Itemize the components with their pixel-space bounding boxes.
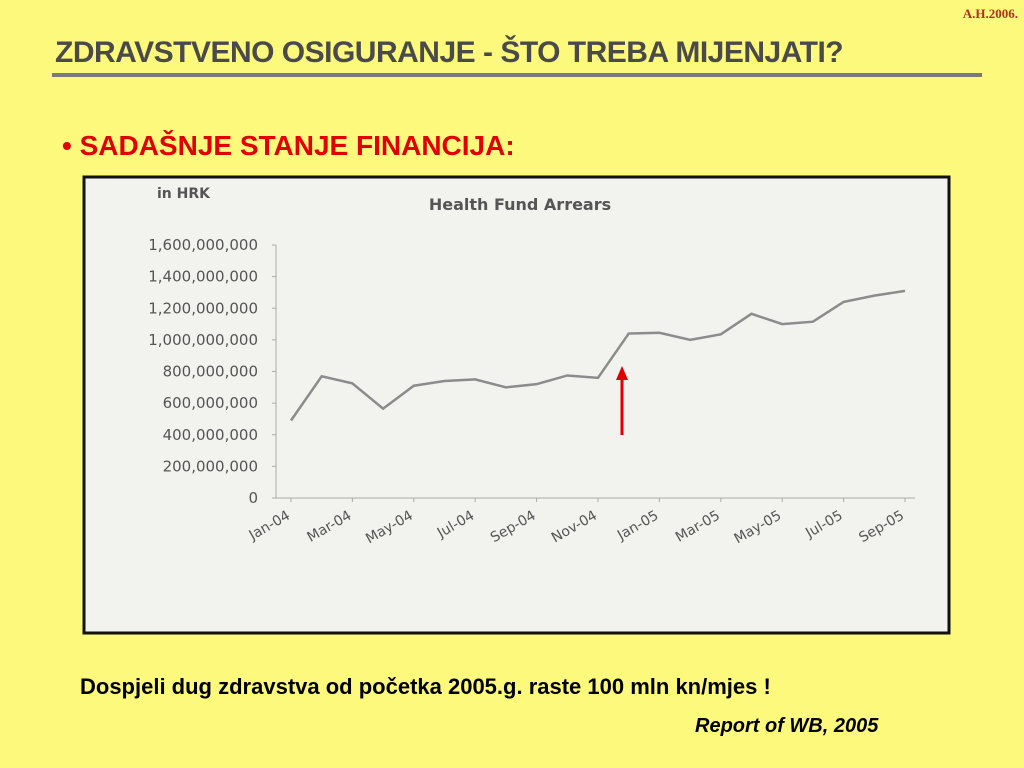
- y-tick-label: 1,400,000,000: [148, 268, 258, 286]
- source: Report of WB, 2005: [695, 715, 879, 737]
- y-tick-label: 1,200,000,000: [148, 299, 258, 317]
- footer-note: Dospjeli dug zdravstva od početka 2005.g…: [80, 674, 771, 699]
- section-heading: • SADAŠNJE STANJE FINANCIJA:: [62, 130, 515, 161]
- y-tick-label: 0: [248, 489, 258, 507]
- y-tick-label: 1,600,000,000: [148, 236, 258, 254]
- data-line: [289, 289, 906, 422]
- chart-frame: [82, 175, 951, 635]
- chart-title: Health Fund Arrears: [429, 195, 611, 214]
- title-underline: [52, 73, 982, 77]
- signature: A.H.2006.: [962, 6, 1018, 21]
- slide-title: ZDRAVSTVENO OSIGURANJE - ŠTO TREBA MIJEN…: [55, 36, 844, 69]
- y-unit-label: in HRK: [157, 186, 211, 202]
- arrow-head: [616, 366, 628, 380]
- y-tick-label: 600,000,000: [163, 394, 258, 412]
- y-tick-label: 800,000,000: [163, 363, 258, 381]
- y-tick-label: 200,000,000: [163, 457, 258, 475]
- y-tick-label: 1,000,000,000: [148, 331, 258, 349]
- y-tick-label: 400,000,000: [163, 426, 258, 444]
